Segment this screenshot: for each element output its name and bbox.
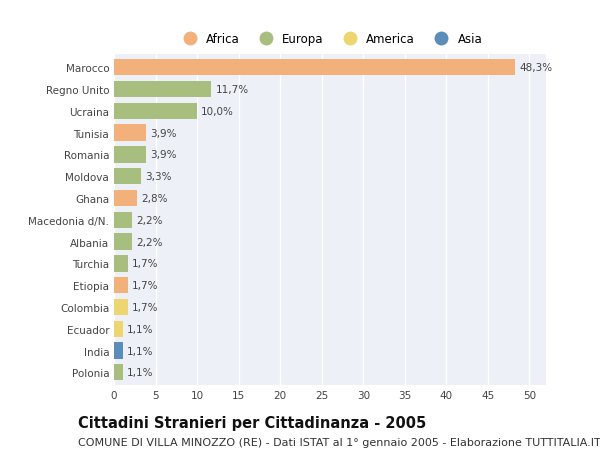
Bar bbox=[114, 212, 132, 229]
Bar bbox=[114, 103, 197, 120]
Text: 1,1%: 1,1% bbox=[127, 324, 154, 334]
Text: 3,9%: 3,9% bbox=[151, 129, 177, 138]
Text: 1,7%: 1,7% bbox=[132, 302, 159, 312]
Bar bbox=[114, 60, 515, 76]
Text: 3,9%: 3,9% bbox=[151, 150, 177, 160]
Bar bbox=[114, 364, 123, 381]
Text: 1,1%: 1,1% bbox=[127, 368, 154, 377]
Text: 3,3%: 3,3% bbox=[146, 172, 172, 182]
Text: 2,2%: 2,2% bbox=[136, 215, 163, 225]
Bar bbox=[114, 342, 123, 359]
Text: 1,7%: 1,7% bbox=[132, 280, 159, 291]
Bar bbox=[114, 125, 146, 141]
Bar bbox=[114, 299, 128, 315]
Text: 2,2%: 2,2% bbox=[136, 237, 163, 247]
Text: Cittadini Stranieri per Cittadinanza - 2005: Cittadini Stranieri per Cittadinanza - 2… bbox=[78, 415, 426, 431]
Text: 48,3%: 48,3% bbox=[520, 63, 553, 73]
Bar bbox=[114, 169, 142, 185]
Bar bbox=[114, 256, 128, 272]
Text: 2,8%: 2,8% bbox=[142, 194, 168, 204]
Bar bbox=[114, 277, 128, 294]
Bar bbox=[114, 234, 132, 250]
Text: 11,7%: 11,7% bbox=[215, 85, 248, 95]
Text: 1,7%: 1,7% bbox=[132, 259, 159, 269]
Bar bbox=[114, 147, 146, 163]
Text: COMUNE DI VILLA MINOZZO (RE) - Dati ISTAT al 1° gennaio 2005 - Elaborazione TUTT: COMUNE DI VILLA MINOZZO (RE) - Dati ISTA… bbox=[78, 437, 600, 447]
Bar bbox=[114, 190, 137, 207]
Bar bbox=[114, 82, 211, 98]
Text: 10,0%: 10,0% bbox=[201, 106, 234, 117]
Legend: Africa, Europa, America, Asia: Africa, Europa, America, Asia bbox=[173, 28, 487, 50]
Bar bbox=[114, 321, 123, 337]
Text: 1,1%: 1,1% bbox=[127, 346, 154, 356]
